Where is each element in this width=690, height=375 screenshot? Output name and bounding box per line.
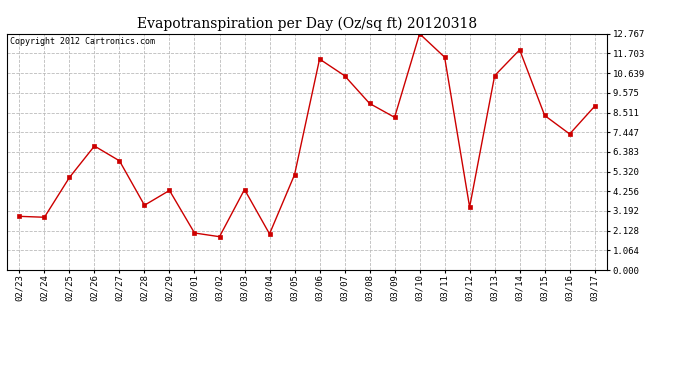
Title: Evapotranspiration per Day (Oz/sq ft) 20120318: Evapotranspiration per Day (Oz/sq ft) 20…	[137, 17, 477, 31]
Text: Copyright 2012 Cartronics.com: Copyright 2012 Cartronics.com	[10, 37, 155, 46]
